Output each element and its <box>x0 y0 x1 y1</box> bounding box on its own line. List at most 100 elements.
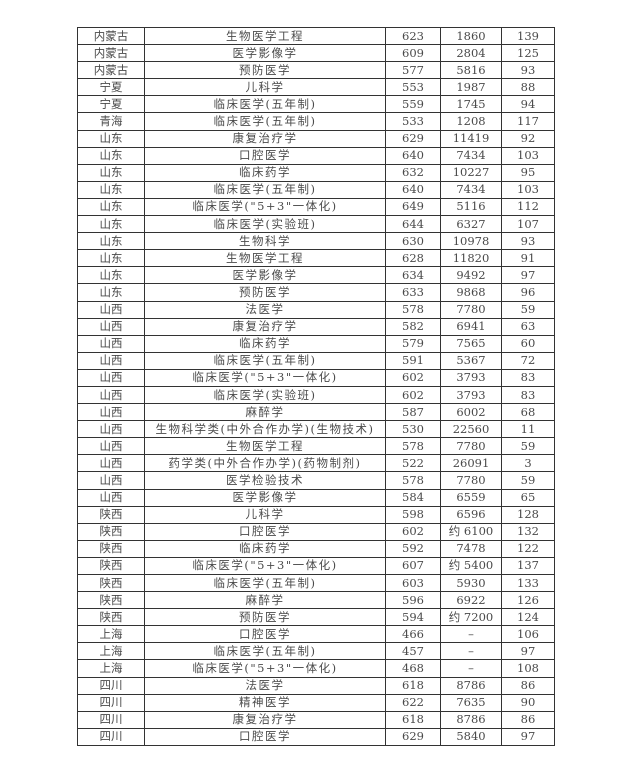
province-cell: 山西 <box>77 300 145 319</box>
min-rank-cell: 5367 <box>440 351 502 370</box>
min-rank-cell: – <box>440 625 502 644</box>
table-row: 山西 康复治疗学 582 6941 63 <box>77 317 555 336</box>
min-score-cell: 579 <box>385 334 441 353</box>
table-row: 山东 临床药学 632 10227 95 <box>77 163 555 182</box>
province-cell: 山东 <box>77 283 145 302</box>
major-cell: 生物科学类(中外合作办学)(生物技术) <box>144 420 386 439</box>
min-rank-cell: – <box>440 642 502 661</box>
table-row: 陕西 口腔医学 602 约 6100 132 <box>77 522 555 541</box>
plan-count-cell: 107 <box>501 215 555 234</box>
min-score-cell: 578 <box>385 437 441 456</box>
min-rank-cell: 5930 <box>440 573 502 593</box>
min-score-cell: 603 <box>385 573 441 593</box>
min-rank-cell: 7434 <box>440 146 502 165</box>
plan-count-cell: 93 <box>501 61 555 80</box>
province-cell: 四川 <box>77 676 145 695</box>
min-rank-cell: 6941 <box>440 317 502 336</box>
min-score-cell: 594 <box>385 608 441 627</box>
min-score-cell: 587 <box>385 403 441 422</box>
major-cell: 临床药学 <box>144 163 386 182</box>
province-cell: 陕西 <box>77 522 145 541</box>
min-rank-cell: 26091 <box>440 454 502 473</box>
min-score-cell: 640 <box>385 146 441 165</box>
province-cell: 山东 <box>77 180 145 199</box>
province-cell: 上海 <box>77 659 145 678</box>
plan-count-cell: 90 <box>501 693 555 712</box>
major-cell: 医学影像学 <box>144 44 386 63</box>
min-rank-cell: 8786 <box>440 676 502 695</box>
plan-count-cell: 125 <box>501 44 555 63</box>
min-score-cell: 577 <box>385 61 441 80</box>
plan-count-cell: 83 <box>501 385 555 405</box>
min-score-cell: 457 <box>385 642 441 661</box>
table-row: 陕西 儿科学 598 6596 128 <box>77 505 555 524</box>
min-score-cell: 559 <box>385 95 441 114</box>
table-row: 山东 生物科学 630 10978 93 <box>77 232 555 251</box>
table-row: 山东 医学影像学 634 9492 97 <box>77 266 555 285</box>
major-cell: 临床医学(实验班) <box>144 215 386 234</box>
province-cell: 山西 <box>77 488 145 507</box>
province-cell: 山西 <box>77 437 145 456</box>
table-row: 四川 口腔医学 629 5840 97 <box>77 727 555 746</box>
min-rank-cell: 5116 <box>440 197 502 217</box>
min-score-cell: 644 <box>385 215 441 234</box>
plan-count-cell: 86 <box>501 676 555 695</box>
major-cell: 康复治疗学 <box>144 710 386 729</box>
major-cell: 临床医学("5+3"一体化) <box>144 659 386 678</box>
province-cell: 山西 <box>77 351 145 370</box>
min-rank-cell: 6596 <box>440 505 502 524</box>
major-cell: 法医学 <box>144 676 386 695</box>
province-cell: 上海 <box>77 642 145 661</box>
min-score-cell: 602 <box>385 385 441 405</box>
major-cell: 临床医学(五年制) <box>144 180 386 199</box>
min-rank-cell: 8786 <box>440 710 502 729</box>
province-cell: 山西 <box>77 454 145 473</box>
table-row: 山东 临床医学(实验班) 644 6327 107 <box>77 215 555 234</box>
min-score-cell: 596 <box>385 591 441 610</box>
province-cell: 山西 <box>77 385 145 405</box>
major-cell: 康复治疗学 <box>144 317 386 336</box>
plan-count-cell: 94 <box>501 95 555 114</box>
table-row: 宁夏 临床医学(五年制) 559 1745 94 <box>77 95 555 114</box>
admission-table: 内蒙古 生物医学工程 623 1860 139 内蒙古 医学影像学 609 2804 125 内蒙古… <box>77 26 555 746</box>
min-score-cell: 629 <box>385 727 441 746</box>
table-row: 陕西 预防医学 594 约 7200 124 <box>77 608 555 627</box>
min-score-cell: 632 <box>385 163 441 182</box>
major-cell: 康复治疗学 <box>144 129 386 148</box>
min-rank-cell: 5816 <box>440 61 502 80</box>
major-cell: 临床医学(五年制) <box>144 112 386 131</box>
min-score-cell: 622 <box>385 693 441 712</box>
major-cell: 生物医学工程 <box>144 26 386 46</box>
major-cell: 临床医学(五年制) <box>144 573 386 593</box>
table-row: 山东 生物医学工程 628 11820 91 <box>77 249 555 268</box>
plan-count-cell: 86 <box>501 710 555 729</box>
table-row: 山西 医学影像学 584 6559 65 <box>77 488 555 507</box>
plan-count-cell: 97 <box>501 642 555 661</box>
province-cell: 山西 <box>77 368 145 387</box>
min-rank-cell: – <box>440 659 502 678</box>
major-cell: 医学影像学 <box>144 488 386 507</box>
major-cell: 药学类(中外合作办学)(药物制剂) <box>144 454 386 473</box>
plan-count-cell: 112 <box>501 197 555 217</box>
major-cell: 生物医学工程 <box>144 249 386 268</box>
table-row: 陕西 临床医学(五年制) 603 5930 133 <box>77 573 555 593</box>
min-score-cell: 522 <box>385 454 441 473</box>
min-score-cell: 623 <box>385 26 441 46</box>
plan-count-cell: 106 <box>501 625 555 644</box>
major-cell: 医学检验技术 <box>144 471 386 490</box>
province-cell: 宁夏 <box>77 95 145 114</box>
province-cell: 山西 <box>77 403 145 422</box>
plan-count-cell: 59 <box>501 437 555 456</box>
min-score-cell: 628 <box>385 249 441 268</box>
min-rank-cell: 6002 <box>440 403 502 422</box>
min-score-cell: 630 <box>385 232 441 251</box>
min-score-cell: 607 <box>385 556 441 576</box>
min-rank-cell: 约 6100 <box>440 522 502 541</box>
table-row: 山东 临床医学("5+3"一体化) 649 5116 112 <box>77 197 555 217</box>
province-cell: 山东 <box>77 129 145 148</box>
table-row: 内蒙古 预防医学 577 5816 93 <box>77 61 555 80</box>
table-row: 山东 临床医学(五年制) 640 7434 103 <box>77 180 555 199</box>
table-row: 山东 预防医学 633 9868 96 <box>77 283 555 302</box>
min-rank-cell: 2804 <box>440 44 502 63</box>
min-score-cell: 602 <box>385 368 441 387</box>
